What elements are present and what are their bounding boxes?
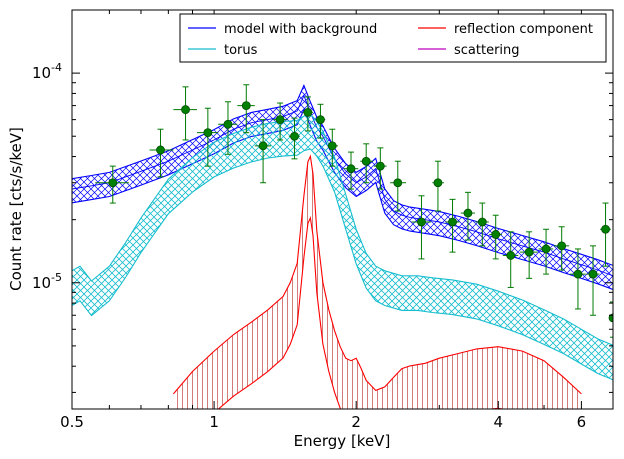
data-point-11 — [327, 141, 337, 151]
torus-lower-line — [72, 148, 613, 381]
data-point-23 — [524, 247, 534, 257]
data-point-25 — [557, 241, 567, 251]
data-point-27 — [588, 269, 598, 279]
data-point-15 — [393, 178, 403, 188]
data-point-3 — [203, 128, 213, 138]
axis-tick-labels: 0.5 1 2 4 610-510-4 — [32, 61, 586, 431]
data-point-6 — [258, 141, 268, 151]
data-point-20 — [477, 217, 487, 227]
model-with-background-center-line — [72, 94, 613, 277]
data-point-21 — [491, 230, 501, 239]
legend-label-reflection-component: reflection component — [454, 22, 593, 37]
plot-content — [72, 83, 613, 409]
legend-box — [179, 13, 607, 63]
model-bands — [72, 83, 613, 409]
data-point-8 — [290, 131, 299, 141]
y-tick-label-base: 10 — [32, 64, 51, 82]
data-point-9 — [303, 107, 313, 117]
data-point-4 — [223, 119, 233, 129]
x-tick-label: 6 — [577, 413, 587, 431]
data-point-24 — [541, 244, 551, 254]
torus-band-fill — [72, 114, 613, 380]
data-point-0 — [108, 178, 118, 188]
model-with-background-upper-line — [72, 83, 613, 266]
data-point-10 — [316, 115, 325, 125]
data-point-12 — [346, 164, 356, 174]
y-tick-label: 10-5 — [32, 271, 62, 292]
data-point-26 — [573, 269, 583, 279]
reflection-component-upper-line — [172, 154, 582, 395]
data-point-18 — [448, 217, 457, 227]
legend: model with background reflection componen… — [179, 13, 607, 63]
x-tick-label: 2 — [351, 413, 361, 431]
x-tick-label: 0.5 — [60, 413, 84, 431]
data-point-17 — [433, 178, 443, 188]
x-axis-label: Energy [keV] — [294, 432, 391, 450]
data-point-14 — [375, 161, 385, 171]
data-point-29 — [608, 313, 613, 323]
reflection-component-lower-line — [217, 215, 506, 409]
data-point-2 — [181, 105, 190, 114]
legend-label-scattering: scattering — [454, 43, 520, 58]
data-point-13 — [361, 156, 371, 166]
data-points — [95, 84, 613, 338]
data-point-5 — [241, 101, 251, 110]
y-tick-label-exponent: -4 — [51, 61, 62, 74]
legend-label-model-with-background: model with background — [224, 22, 377, 37]
y-axis-label: Count rate [cts/s/keV] — [7, 127, 25, 291]
reflection-component-band-fill — [173, 156, 582, 409]
y-tick-label-base: 10 — [32, 274, 51, 292]
data-point-7 — [275, 115, 285, 125]
plot-frame — [71, 9, 614, 410]
y-tick-label-exponent: -5 — [51, 271, 62, 284]
data-point-28 — [601, 224, 610, 234]
data-point-19 — [463, 208, 473, 218]
data-point-16 — [417, 217, 426, 227]
x-tick-label: 4 — [494, 413, 504, 431]
legend-label-torus: torus — [224, 43, 258, 58]
y-tick-label: 10-4 — [32, 61, 62, 82]
data-point-1 — [156, 145, 165, 155]
data-point-22 — [506, 251, 516, 260]
x-tick-label: 1 — [209, 413, 219, 431]
